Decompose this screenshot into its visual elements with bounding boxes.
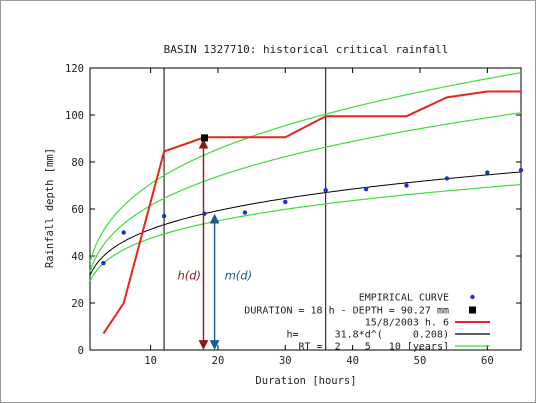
- md-label: m(d): [225, 269, 252, 283]
- empirical-point: [363, 186, 369, 192]
- empirical-point: [101, 260, 106, 266]
- return-period-curve: [89, 184, 522, 282]
- y-tick-label: 100: [65, 110, 84, 122]
- empirical-point: [444, 176, 450, 181]
- event-rainfall-line: [102, 90, 521, 335]
- plot-area: 0 20 40 60 80 100 120 10 20 30 40 50 60 h(d) m(d) EMPIR…: [65, 63, 524, 367]
- y-tick-label: 60: [71, 204, 84, 216]
- empirical-point: [161, 213, 167, 219]
- x-tick-label: 50: [414, 355, 427, 367]
- legend-symbol: [470, 294, 475, 300]
- return-period-curve: [89, 112, 522, 272]
- empirical-point: [404, 183, 409, 188]
- y-tick-label: 40: [71, 251, 84, 263]
- y-tick-label: 0: [78, 345, 84, 357]
- return-period-curve: [89, 72, 522, 262]
- y-tick-label: 120: [65, 63, 84, 75]
- x-tick-label: 40: [346, 355, 359, 367]
- empirical-point: [323, 188, 328, 193]
- empirical-point: [283, 199, 288, 205]
- legend-label: DURATION = 18 h - DEPTH = 90.27 mm: [244, 306, 449, 317]
- chart-title: BASIN 1327710: historical critical rainf…: [164, 43, 449, 56]
- x-tick-label: 20: [212, 355, 225, 367]
- empirical-point: [121, 230, 126, 235]
- y-axis-label: Rainfall depth [mm]: [44, 148, 56, 268]
- x-axis-label: Duration [hours]: [255, 375, 356, 387]
- legend-label: RT = 2 5 10 [years]: [298, 342, 449, 353]
- empirical-point: [518, 168, 524, 173]
- critical-point-marker: [200, 134, 208, 142]
- y-tick-label: 20: [71, 298, 84, 310]
- hd-label: h(d): [177, 269, 201, 283]
- empirical-point: [485, 170, 490, 175]
- legend-label: h= 31.8*d^( 0.208): [286, 330, 449, 341]
- fitted-curve-line: [89, 171, 522, 276]
- x-tick-label: 30: [279, 355, 292, 367]
- x-tick-label: 10: [144, 355, 157, 367]
- empirical-point: [242, 210, 248, 215]
- legend-label: EMPIRICAL CURVE: [359, 293, 449, 304]
- legend-label: 15/8/2003 h. 6: [365, 318, 449, 329]
- legend: EMPIRICAL CURVE DURATION = 18 h - DEPTH =…: [244, 293, 490, 353]
- legend-symbol: [469, 306, 476, 314]
- y-tick-label: 80: [71, 157, 84, 169]
- x-tick-label: 60: [481, 355, 494, 367]
